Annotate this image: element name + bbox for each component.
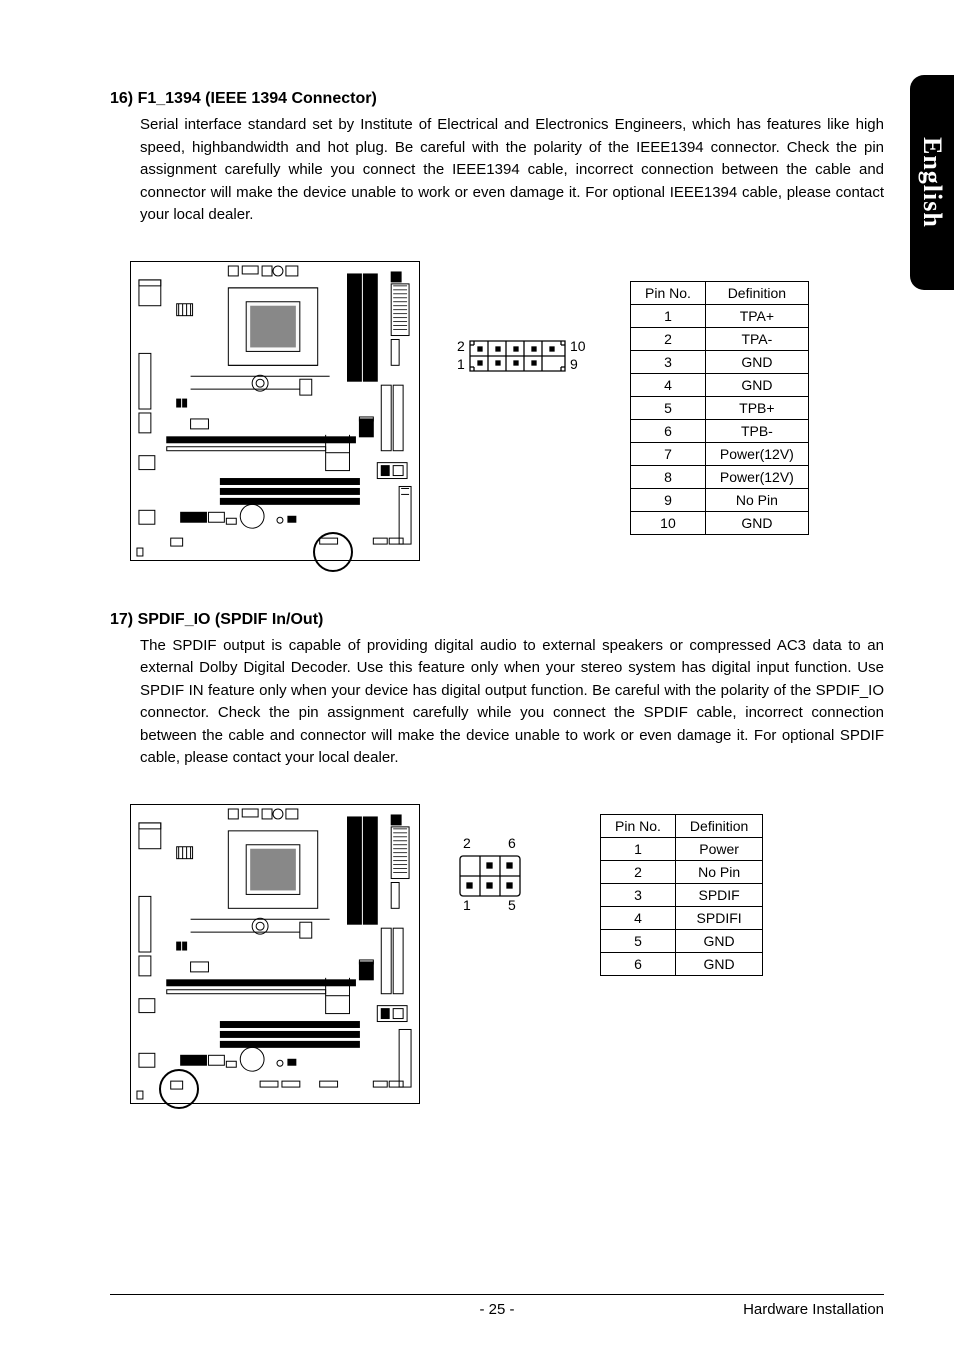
- section-16: 16) F1_1394 (IEEE 1394 Connector) Serial…: [110, 90, 884, 561]
- pin-label-6: 6: [508, 835, 516, 851]
- col-pin-no: Pin No.: [631, 281, 706, 304]
- pin-label-2: 2: [457, 338, 465, 354]
- table-row: 5TPB+: [631, 396, 809, 419]
- table-row: 4GND: [631, 373, 809, 396]
- table-row: 6TPB-: [631, 419, 809, 442]
- section-17-heading: 17) SPDIF_IO (SPDIF In/Out): [110, 611, 884, 629]
- table-row: 3SPDIF: [601, 883, 763, 906]
- pin-table-17: Pin No. Definition 1Power 2No Pin 3SPDIF…: [600, 814, 763, 976]
- pin-diagram-16: 2 1 10 9: [450, 331, 600, 386]
- pin-diagram-17: 2 6 1 5: [450, 834, 540, 919]
- pin-label-1: 1: [457, 356, 465, 372]
- table-row: 7Power(12V): [631, 442, 809, 465]
- page-number: - 25 -: [479, 1301, 514, 1318]
- pin-label-2: 2: [463, 835, 471, 851]
- motherboard-diagram-17: [130, 804, 420, 1104]
- col-definition: Definition: [675, 814, 762, 837]
- section-16-body: Serial interface standard set by Institu…: [140, 114, 884, 227]
- section-16-heading: 16) F1_1394 (IEEE 1394 Connector): [110, 90, 884, 108]
- col-definition: Definition: [705, 281, 808, 304]
- table-row: 3GND: [631, 350, 809, 373]
- section-17: 17) SPDIF_IO (SPDIF In/Out) The SPDIF ou…: [110, 611, 884, 1104]
- table-row: 6GND: [601, 952, 763, 975]
- table-row: 5GND: [601, 929, 763, 952]
- pin-label-10: 10: [570, 338, 586, 354]
- table-row: 10GND: [631, 511, 809, 534]
- pin-label-5: 5: [508, 897, 516, 913]
- table-row: 8Power(12V): [631, 465, 809, 488]
- section-16-content: 2 1 10 9: [130, 261, 884, 561]
- table-row: 1Power: [601, 837, 763, 860]
- section-17-content: 2 6 1 5: [130, 804, 884, 1104]
- col-pin-no: Pin No.: [601, 814, 676, 837]
- table-row: 9No Pin: [631, 488, 809, 511]
- table-row: 4SPDIFI: [601, 906, 763, 929]
- footer-label: Hardware Installation: [743, 1301, 884, 1318]
- table-header-row: Pin No. Definition: [601, 814, 763, 837]
- table-header-row: Pin No. Definition: [631, 281, 809, 304]
- table-row: 2No Pin: [601, 860, 763, 883]
- page-container: English 16) F1_1394 (IEEE 1394 Connector…: [0, 0, 954, 1354]
- section-17-body: The SPDIF output is capable of providing…: [140, 635, 884, 770]
- language-tab: English: [910, 75, 954, 290]
- pin-table-16: Pin No. Definition 1TPA+ 2TPA- 3GND 4GND…: [630, 281, 809, 535]
- motherboard-diagram-16: [130, 261, 420, 561]
- pin-label-1: 1: [463, 897, 471, 913]
- table-row: 2TPA-: [631, 327, 809, 350]
- pin-label-9: 9: [570, 356, 578, 372]
- table-row: 1TPA+: [631, 304, 809, 327]
- page-footer: - 25 - Hardware Installation: [110, 1294, 884, 1318]
